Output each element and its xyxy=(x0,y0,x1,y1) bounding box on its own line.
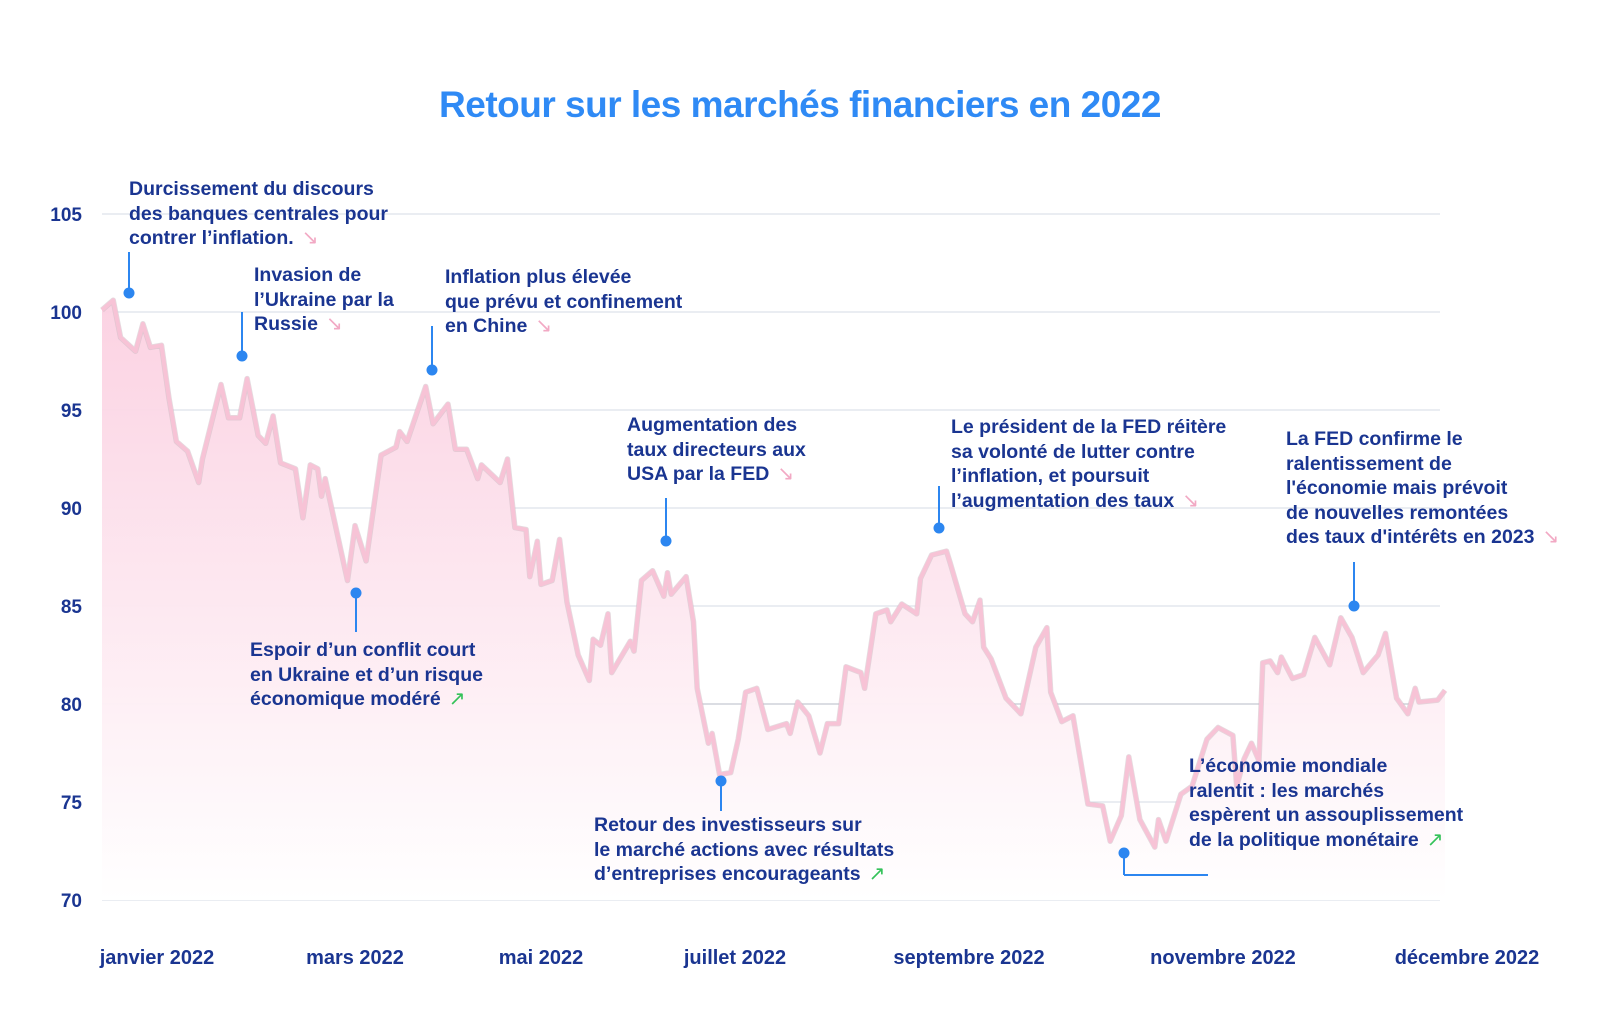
annotation-line: des taux d'intérêts en 2023 xyxy=(1286,526,1535,548)
annotation-marker-dot xyxy=(660,535,672,547)
annotation-line: contrer l’inflation. xyxy=(129,227,294,249)
annotation-central-banks: Durcissement du discours des banques cen… xyxy=(129,177,388,251)
annotation-marker-dot xyxy=(350,587,362,599)
arrow-up-right-icon: ↗ xyxy=(1426,828,1444,851)
arrow-down-right-icon: ↘ xyxy=(1542,526,1560,548)
annotation-line: de la politique monétaire xyxy=(1189,828,1419,851)
x-tick-label: juillet 2022 xyxy=(683,947,786,969)
annotation-line: Russie xyxy=(254,313,318,335)
y-tick-label: 90 xyxy=(61,499,82,520)
annotation-line: ralentit : les marchés xyxy=(1189,779,1385,802)
annotation-fed-president: Le président de la FED réitère sa volont… xyxy=(951,415,1226,513)
annotation-line: La FED confirme le xyxy=(1286,428,1463,450)
annotation-inflation-china: Inflation plus élevée que prévu et confi… xyxy=(445,265,682,339)
annotation-line: Retour des investisseurs sur xyxy=(594,814,862,836)
annotation-line: L’économie mondiale xyxy=(1189,755,1388,777)
area-fill xyxy=(102,300,1445,900)
y-tick-label: 75 xyxy=(61,793,83,814)
annotation-line: espèrent un assouplissement xyxy=(1189,804,1464,826)
annotation-line: d’entreprises encourageants xyxy=(594,863,861,885)
annotation-global-slowdown: L’économie mondiale ralentit : les march… xyxy=(1189,754,1463,852)
arrow-up-right-icon: ↗ xyxy=(868,863,886,885)
annotation-marker-dot xyxy=(236,350,248,362)
x-tick-label: janvier 2022 xyxy=(99,947,215,969)
annotation-line: le marché actions avec résultats xyxy=(594,838,895,861)
x-tick-label: mars 2022 xyxy=(306,947,404,969)
annotation-line: Augmentation des xyxy=(627,414,798,436)
x-tick-label: novembre 2022 xyxy=(1150,947,1296,969)
annotation-line: ralentissement de xyxy=(1286,452,1452,475)
chart-title: Retour sur les marchés financiers en 202… xyxy=(439,84,1161,125)
annotation-line: USA par la FED xyxy=(627,463,770,485)
annotation-marker-dot xyxy=(933,522,945,534)
annotation-fed-rate-hike: Augmentation des taux directeurs aux USA… xyxy=(627,413,806,487)
annotation-line: Durcissement du discours xyxy=(129,178,374,200)
annotation-marker-dot xyxy=(1118,847,1130,859)
annotation-line: de nouvelles remontées xyxy=(1286,501,1509,524)
annotation-line: en Chine xyxy=(445,315,528,337)
annotation-line: en Ukraine et d’un risque xyxy=(250,663,483,686)
x-tick-label: mai 2022 xyxy=(499,947,584,969)
annotation-line: l’inflation, et poursuit xyxy=(951,465,1150,487)
y-tick-label: 100 xyxy=(50,303,82,324)
annotation-line: l’Ukraine par la xyxy=(254,288,394,311)
arrow-down-right-icon: ↘ xyxy=(535,315,553,337)
annotation-investors-return: Retour des investisseurs sur le marché a… xyxy=(594,813,894,887)
annotation-fed-confirms-slowdown: La FED confirme le ralentissement de l'é… xyxy=(1286,427,1559,550)
annotation-line: taux directeurs aux xyxy=(627,438,806,461)
annotation-line: l’augmentation des taux xyxy=(951,489,1175,512)
y-tick-label: 85 xyxy=(61,597,83,618)
arrow-down-right-icon: ↘ xyxy=(1182,489,1199,512)
annotation-line: sa volonté de lutter contre xyxy=(951,440,1195,463)
x-tick-label: septembre 2022 xyxy=(893,947,1044,969)
annotation-line: Invasion de xyxy=(254,264,362,286)
annotation-line: économique modéré xyxy=(250,688,441,710)
annotation-line: Espoir d’un conflit court xyxy=(250,639,476,661)
annotation-ukraine-invasion: Invasion de l’Ukraine par la Russie ↘ xyxy=(254,263,394,337)
annotation-short-conflict-hope: Espoir d’un conflit court en Ukraine et … xyxy=(250,638,483,712)
y-tick-label: 70 xyxy=(61,891,82,912)
annotation-marker-dot xyxy=(1348,600,1360,612)
annotation-marker-dot xyxy=(426,364,438,376)
arrow-down-right-icon: ↘ xyxy=(301,227,319,249)
annotation-line: l'économie mais prévoit xyxy=(1286,477,1508,499)
x-tick-label: décembre 2022 xyxy=(1395,947,1540,969)
annotation-marker-dot xyxy=(715,775,727,787)
arrow-down-right-icon: ↘ xyxy=(777,463,795,485)
annotation-marker-dot xyxy=(123,287,135,299)
annotation-line: Inflation plus élevée xyxy=(445,266,632,288)
annotation-line: que prévu et confinement xyxy=(445,290,683,313)
series-line xyxy=(100,298,1447,850)
arrow-down-right-icon: ↘ xyxy=(325,313,343,335)
annotation-line: des banques centrales pour xyxy=(129,202,388,225)
y-tick-label: 95 xyxy=(61,401,83,422)
y-tick-label: 105 xyxy=(50,205,82,226)
arrow-up-right-icon: ↗ xyxy=(448,688,466,710)
y-tick-label: 80 xyxy=(61,695,82,716)
annotation-line: Le président de la FED réitère xyxy=(951,416,1227,438)
